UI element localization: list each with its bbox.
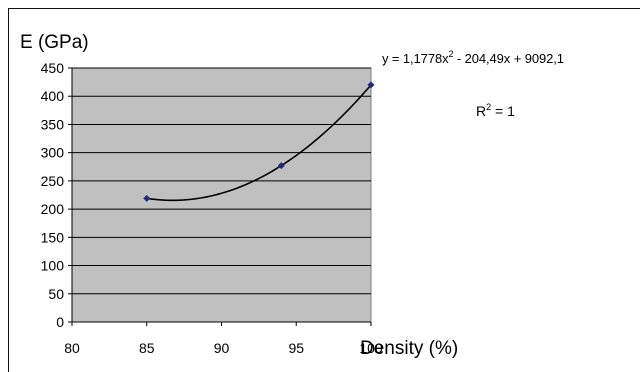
y-tick-labels: 0 50 100 150 200 250 300 350 400 450	[41, 60, 72, 330]
x-tick-label: 95	[288, 340, 304, 356]
x-axis-title: Density (%)	[360, 338, 459, 359]
x-tick-label: 85	[139, 340, 155, 356]
r-squared-label: R2 = 1	[476, 102, 515, 120]
y-tick-label: 50	[48, 286, 64, 302]
y-tick-label: 350	[41, 116, 65, 132]
equation-exponent: 2	[448, 49, 454, 59]
y-tick-label: 0	[56, 314, 64, 330]
y-tick-label: 100	[41, 258, 65, 274]
x-tick-label: 90	[214, 340, 230, 356]
y-tick-label: 300	[41, 145, 65, 161]
trendline-equation: y = 1,1778x2 - 204,49x + 9092,1	[382, 49, 564, 67]
trendline	[146, 84, 372, 202]
r2-suffix: = 1	[491, 103, 515, 119]
data-points	[143, 81, 375, 202]
y-tick-label: 250	[41, 173, 65, 189]
y-axis-title: E (GPa)	[20, 32, 89, 53]
data-point	[277, 162, 285, 170]
chart-frame	[8, 8, 640, 372]
y-tick-label: 150	[41, 229, 65, 245]
r2-exponent: 2	[486, 102, 492, 112]
x-tick-label: 80	[64, 340, 80, 356]
y-tick-label: 450	[41, 60, 65, 76]
data-point	[143, 194, 151, 202]
equation-prefix: y = 1,1778x	[382, 51, 449, 66]
equation-suffix: - 204,49x + 9092,1	[453, 51, 564, 66]
gridlines	[72, 67, 371, 295]
y-tick-label: 400	[41, 88, 65, 104]
data-point	[367, 81, 375, 89]
x-tick-labels: 80 85 90 95 100	[64, 322, 383, 356]
y-tick-label: 200	[41, 201, 65, 217]
r2-prefix: R	[476, 103, 487, 119]
x-tick-label: 100	[359, 340, 383, 356]
plot-area	[71, 67, 372, 323]
